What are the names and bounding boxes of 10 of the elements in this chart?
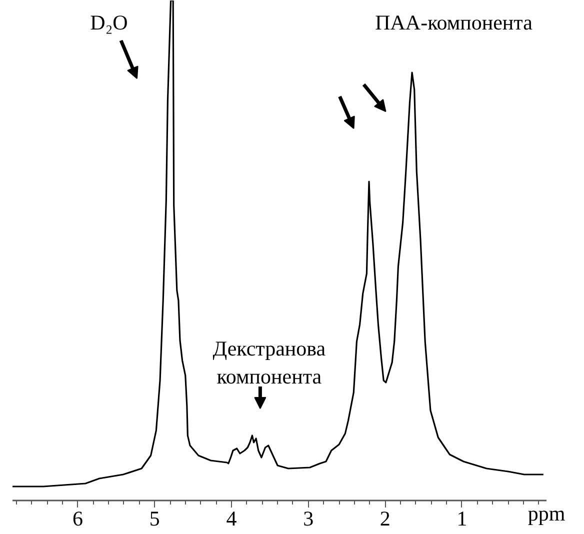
- x-tick-label: 2: [380, 506, 390, 530]
- x-axis-title: ppm: [528, 502, 566, 526]
- x-tick-label: 5: [149, 506, 160, 530]
- x-tick-label: 6: [72, 506, 84, 530]
- annotation: ПАА-компонента: [375, 10, 534, 34]
- x-tick-label: 3: [303, 506, 314, 530]
- annotation: Декстранова компонента: [212, 336, 326, 388]
- x-tick-label: 4: [226, 506, 238, 530]
- annotation: D₂O: [90, 10, 128, 34]
- x-tick-label: 1: [456, 506, 468, 530]
